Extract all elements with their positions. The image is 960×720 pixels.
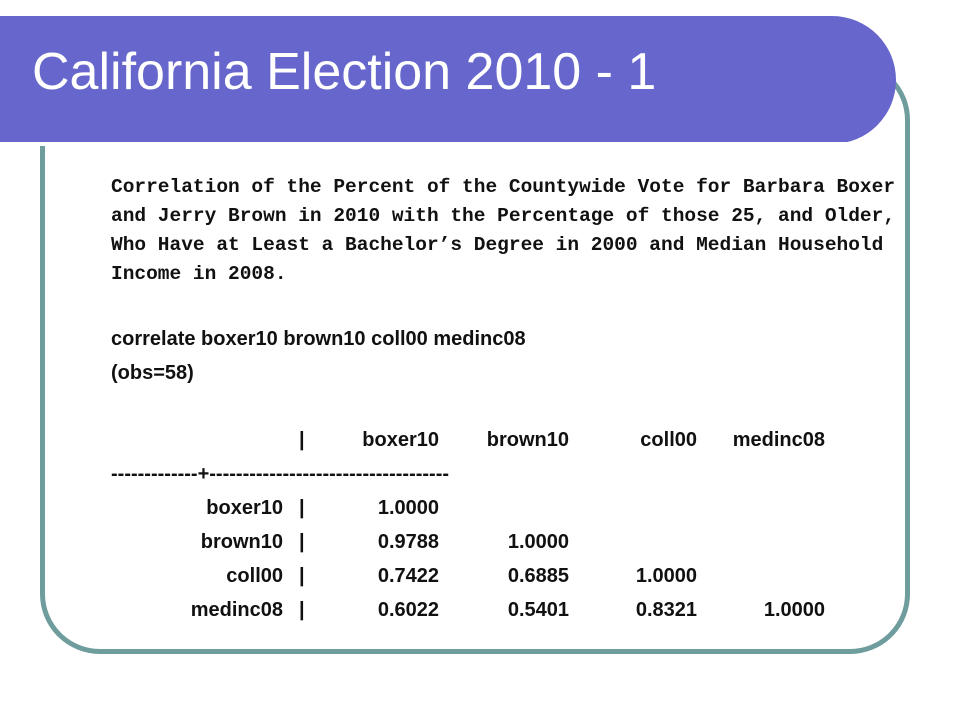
table-cell: 0.6885 bbox=[507, 565, 569, 587]
column-separator: | bbox=[299, 531, 305, 553]
row-label: medinc08 bbox=[190, 599, 283, 621]
stata-command: correlate boxer10 brown10 coll00 medinc0… bbox=[111, 328, 526, 350]
column-separator: | bbox=[299, 497, 305, 519]
table-cell: 0.9788 bbox=[377, 531, 439, 553]
table-row: coll00 | 0.7422 0.6885 1.0000 bbox=[111, 562, 831, 596]
title-underline bbox=[0, 142, 848, 146]
table-cell: 0.7422 bbox=[377, 565, 439, 587]
table-cell: 1.0000 bbox=[377, 497, 439, 519]
table-row: boxer10 | 1.0000 bbox=[111, 494, 831, 528]
table-row: brown10 | 0.9788 1.0000 bbox=[111, 528, 831, 562]
table-divider: -------------+--------------------------… bbox=[111, 463, 450, 485]
row-label: brown10 bbox=[200, 531, 283, 553]
title-bar bbox=[0, 16, 896, 146]
row-label: boxer10 bbox=[206, 497, 283, 519]
column-header: medinc08 bbox=[732, 429, 825, 451]
observation-count: (obs=58) bbox=[111, 362, 194, 384]
content-frame bbox=[40, 60, 910, 654]
column-separator: | bbox=[299, 565, 305, 587]
column-separator: | bbox=[299, 429, 305, 451]
correlation-table: | boxer10 brown10 coll00 medinc08 ------… bbox=[111, 426, 831, 630]
slide-description: Correlation of the Percent of the County… bbox=[111, 176, 896, 285]
table-cell: 1.0000 bbox=[763, 599, 825, 621]
table-cell: 0.6022 bbox=[377, 599, 439, 621]
column-header: brown10 bbox=[486, 429, 569, 451]
table-cell: 1.0000 bbox=[635, 565, 697, 587]
column-header: boxer10 bbox=[362, 429, 439, 451]
table-cell: 0.5401 bbox=[507, 599, 569, 621]
row-label: coll00 bbox=[226, 565, 283, 587]
slide-title: California Election 2010 - 1 bbox=[32, 43, 657, 101]
table-header-row: | boxer10 brown10 coll00 medinc08 bbox=[111, 426, 831, 460]
table-cell: 1.0000 bbox=[507, 531, 569, 553]
table-row: medinc08 | 0.6022 0.5401 0.8321 1.0000 bbox=[111, 596, 831, 630]
column-separator: | bbox=[299, 599, 305, 621]
table-cell: 0.8321 bbox=[635, 599, 697, 621]
column-header: coll00 bbox=[640, 429, 697, 451]
